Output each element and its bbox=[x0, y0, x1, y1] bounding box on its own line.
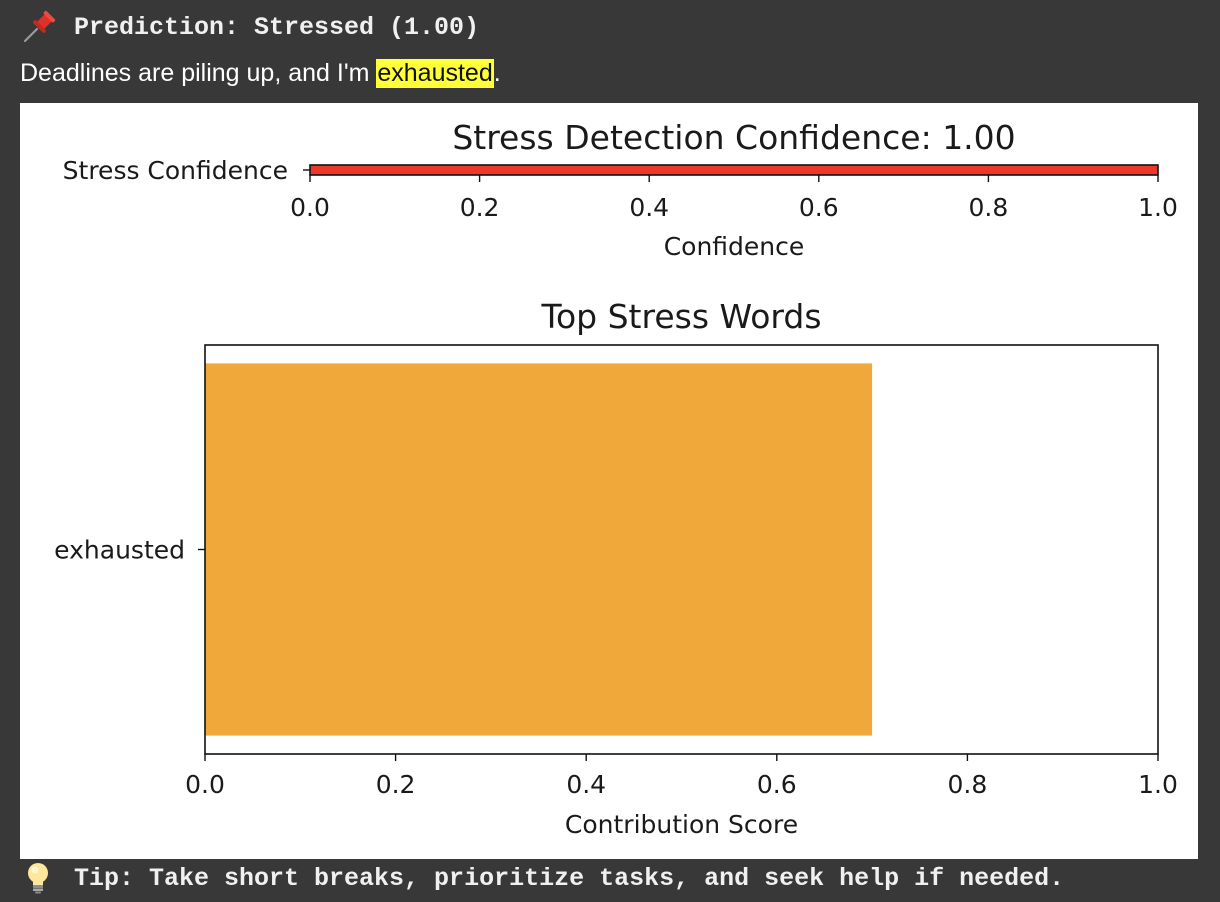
chart1-xtick-label: 0.8 bbox=[969, 193, 1009, 222]
chart2-category-label: exhausted bbox=[54, 536, 185, 565]
prediction-line: Prediction: Stressed (1.00) bbox=[22, 8, 479, 46]
chart2-xtick-label: 1.0 bbox=[1138, 770, 1178, 799]
chart1-xtick-label: 0.0 bbox=[290, 193, 330, 222]
lightbulb-icon bbox=[28, 863, 48, 894]
chart1-category-label: Stress Confidence bbox=[63, 156, 288, 185]
chart1-xtick-label: 0.2 bbox=[460, 193, 500, 222]
chart1-xtick-label: 0.4 bbox=[629, 193, 669, 222]
chart1-bar-stress-confidence bbox=[310, 165, 1158, 175]
highlighted-word: exhausted bbox=[376, 58, 494, 88]
chart1-xtick-label: 0.6 bbox=[799, 193, 839, 222]
chart2-xtick-label: 0.2 bbox=[376, 770, 416, 799]
tip-text: Tip: Take short breaks, prioritize tasks… bbox=[74, 863, 1065, 893]
input-sentence: Deadlines are piling up, and I'm exhaust… bbox=[20, 55, 501, 91]
chart2-xtick-label: 0.6 bbox=[757, 770, 797, 799]
chart-figure: Stress Confidence 0.0 0.2 0.4 0.6 0.8 1.0 Stres… bbox=[20, 103, 1198, 859]
chart2-axes-frame bbox=[204, 344, 1159, 755]
tip-line: Tip: Take short breaks, prioritize tasks… bbox=[24, 860, 1064, 896]
prediction-text: Prediction: Stressed (1.00) bbox=[74, 12, 480, 42]
chart2-xtick-label: 0.0 bbox=[185, 770, 225, 799]
pushpin-icon bbox=[23, 10, 56, 43]
chart1-xtick-label: 1.0 bbox=[1138, 193, 1178, 222]
sentence-after: . bbox=[493, 58, 501, 87]
chart1-title: Stress Detection Confidence: 1.00 bbox=[452, 118, 1015, 157]
chart2-title: Top Stress Words bbox=[540, 297, 821, 336]
chart1-axes-frame bbox=[309, 164, 1159, 176]
chart1-xlabel: Confidence bbox=[664, 232, 805, 261]
chart2-bar-exhausted bbox=[205, 363, 873, 736]
chart2-xtick-label: 0.8 bbox=[948, 770, 988, 799]
sentence-before: Deadlines are piling up, and I'm bbox=[20, 58, 377, 87]
chart2-xlabel: Contribution Score bbox=[565, 810, 798, 839]
chart2-xtick-label: 0.4 bbox=[566, 770, 606, 799]
